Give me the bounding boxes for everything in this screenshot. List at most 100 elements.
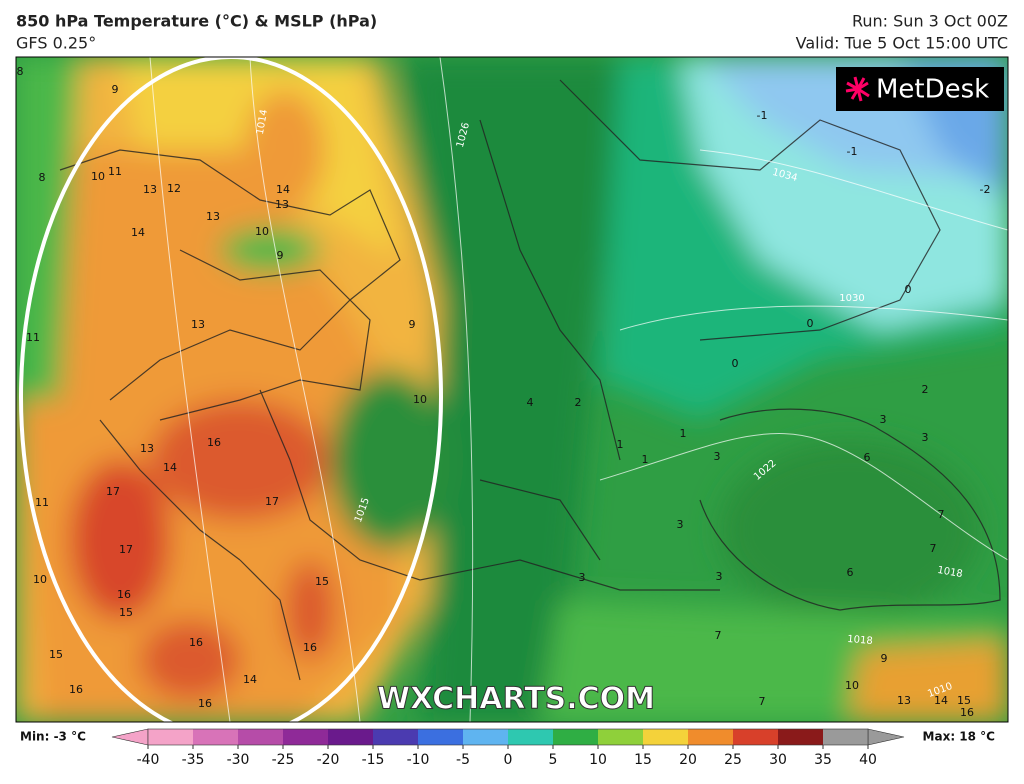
colorbar-segment	[328, 729, 373, 745]
temperature-label: 7	[930, 542, 937, 555]
temperature-label: 1	[642, 453, 649, 466]
temperature-label: 7	[759, 695, 766, 708]
temperature-label: 6	[847, 566, 854, 579]
logo-icon	[845, 76, 870, 102]
colorbar-segment	[418, 729, 463, 745]
temperature-label: 14	[163, 461, 177, 474]
temperature-label: 11	[26, 331, 40, 344]
colorbar-segment	[193, 729, 238, 745]
logo: MetDesk	[836, 67, 1004, 111]
temperature-label: 1	[617, 438, 624, 451]
temperature-label: 11	[35, 496, 49, 509]
temperature-label: 8	[17, 65, 24, 78]
title: 850 hPa Temperature (°C) & MSLP (hPa)	[16, 12, 377, 31]
temperature-label: 3	[579, 571, 586, 584]
temperature-label: 16	[198, 697, 212, 710]
colorbar-segment	[238, 729, 283, 745]
colorbar-tick-label: -15	[362, 752, 385, 768]
temperature-label: 7	[715, 629, 722, 642]
logo-text: MetDesk	[876, 75, 989, 105]
run-time: Run: Sun 3 Oct 00Z	[852, 12, 1008, 31]
valid-time: Valid: Tue 5 Oct 15:00 UTC	[796, 34, 1008, 53]
temperature-label: 10	[255, 225, 269, 238]
colorbar-segment	[553, 729, 598, 745]
colorbar-segment	[823, 729, 868, 745]
colorbar-segment	[598, 729, 643, 745]
temperature-label: 16	[117, 588, 131, 601]
model: GFS 0.25°	[16, 34, 96, 53]
temperature-label: 15	[119, 606, 133, 619]
colorbar-segment	[778, 729, 823, 745]
temperature-label: 3	[716, 570, 723, 583]
temperature-label: 13	[191, 318, 205, 331]
temperature-label: 4	[527, 396, 534, 409]
colorbar-segment	[463, 729, 508, 745]
isobar-label: 1030	[839, 293, 864, 304]
temperature-label: 17	[119, 543, 133, 556]
temperature-label: 6	[864, 451, 871, 464]
colorbar-tick-label: -30	[227, 752, 250, 768]
colorbar: -40 -35 -30 -25 -20 -15 -10 -5 0 5 10 15 20 25 30 35 40	[111, 728, 905, 768]
colorbar-segment	[148, 729, 193, 745]
colorbar-tick-label: 0	[504, 752, 513, 768]
temperature-label: 10	[845, 679, 859, 692]
temperature-label: 17	[106, 485, 120, 498]
colorbar-tick-label: -20	[317, 752, 340, 768]
temperature-label: 8	[39, 171, 46, 184]
colorbar-tick-label: 40	[859, 752, 877, 768]
temperature-label: -2	[980, 183, 991, 196]
isobar-label: 1018	[936, 565, 963, 580]
colorbar-tick-label: -10	[407, 752, 430, 768]
temperature-label: 13	[275, 198, 289, 211]
colorbar-arrow-high	[867, 728, 905, 746]
watermark: WXCHARTS.COM	[377, 682, 655, 717]
colorbar-segment	[508, 729, 553, 745]
temperature-label: 10	[91, 170, 105, 183]
temperature-label: 15	[957, 694, 971, 707]
temperature-label: 11	[108, 165, 122, 178]
colorbar-tick-label: 5	[549, 752, 558, 768]
colorbar-tick-label: 10	[589, 752, 607, 768]
temperature-label: 16	[189, 636, 203, 649]
colorbar-tick-label: 35	[814, 752, 832, 768]
highlight-ellipse	[19, 57, 443, 722]
max-label: Max: 18 °C	[923, 730, 996, 744]
colorbar-tick-label: 30	[769, 752, 787, 768]
isobar-label: 1018	[847, 634, 873, 647]
temperature-label: -1	[757, 109, 768, 122]
colorbar-tick-label: 15	[634, 752, 652, 768]
colorbar-segment	[373, 729, 418, 745]
temperature-label: 14	[934, 694, 948, 707]
temperature-label: 15	[315, 575, 329, 588]
temperature-label: 3	[677, 518, 684, 531]
temperature-label: 3	[880, 413, 887, 426]
colorbar-tick-label: -35	[182, 752, 205, 768]
temperature-label: 16	[303, 641, 317, 654]
temperature-label: 10	[413, 393, 427, 406]
colorbar-segment	[643, 729, 688, 745]
colorbar-segment	[688, 729, 733, 745]
temperature-label: 9	[277, 249, 284, 262]
colorbar-segment	[283, 729, 328, 745]
colorbar-segment	[733, 729, 778, 745]
temperature-label: 9	[409, 318, 416, 331]
map-frame	[15, 56, 1009, 723]
temperature-label: 16	[960, 706, 974, 719]
temperature-label: -1	[847, 145, 858, 158]
temperature-label: 3	[714, 450, 721, 463]
temperature-label: 16	[69, 683, 83, 696]
temperature-label: 13	[897, 694, 911, 707]
temperature-label: 1	[680, 427, 687, 440]
temperature-label: 13	[140, 442, 154, 455]
colorbar-tick-label: 25	[724, 752, 742, 768]
colorbar-arrow-low	[111, 728, 149, 746]
temperature-label: 13	[143, 183, 157, 196]
isobar-label: 1014	[255, 109, 270, 136]
temperature-label: 14	[243, 673, 257, 686]
temperature-label: 10	[33, 573, 47, 586]
temperature-label: 17	[265, 495, 279, 508]
temperature-label: 2	[575, 396, 582, 409]
